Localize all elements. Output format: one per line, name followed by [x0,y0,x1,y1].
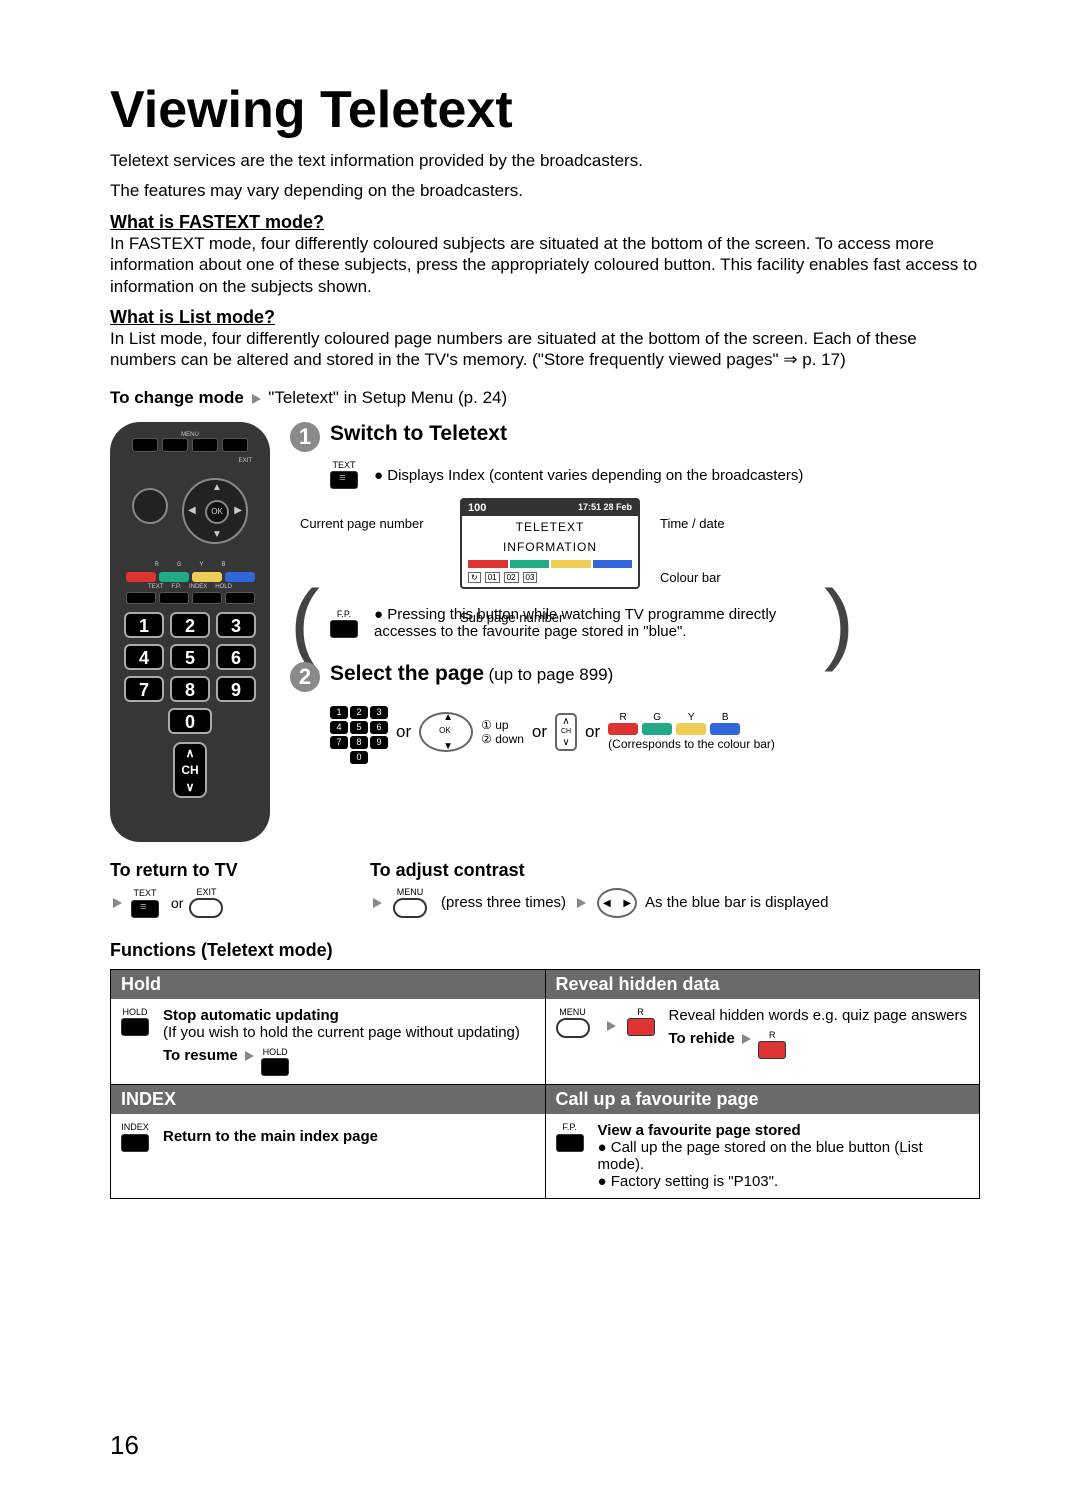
step-1: 1 Switch to Teletext [290,422,980,452]
reveal-line: Reveal hidden words e.g. quiz page answe… [669,1007,968,1024]
remote-top-button [192,438,218,452]
red-button-icon [758,1041,786,1059]
nav-small-icon: ▲ ▼ OK [419,712,473,752]
hold-button-icon [121,1018,149,1036]
fp-note: ● Pressing this button while watching TV… [374,606,814,640]
mode-change-label: To change mode [110,388,244,407]
intro-line-1: Teletext services are the text informati… [110,150,980,172]
remote-top-button [222,438,248,452]
remote-top-button [132,438,158,452]
exit-button-icon [189,898,223,918]
remote-hold-button [225,592,255,604]
hold-header: Hold [111,970,545,999]
arrow-icon [252,394,261,404]
fp-button-label: F.P. [330,609,358,619]
step-2-title: Select the page [330,662,484,685]
contrast-note: As the blue bar is displayed [645,894,828,911]
step-1-title: Switch to Teletext [330,422,507,446]
functions-heading: Functions (Teletext mode) [110,940,980,961]
step-1-number: 1 [290,422,320,452]
tt-line-2: INFORMATION [462,536,638,556]
remote-index-button [192,592,222,604]
hold-line: (If you wish to hold the current page wi… [163,1024,520,1041]
nav-lr-icon: ◀ ▶ [597,888,637,918]
remote-numpad: 1 2 3 4 5 6 7 8 9 [118,612,262,702]
red-button-icon [627,1018,655,1036]
step-2-number: 2 [290,662,320,692]
tt-line-1: TELETEXT [462,516,638,536]
remote-top-button [162,438,188,452]
page-title: Viewing Teletext [110,80,980,140]
functions-table: Hold HOLD Stop automatic updating (If yo… [110,969,980,1199]
paren-open: ( [290,601,320,646]
step-1-bullet: ● Displays Index (content varies dependi… [374,467,803,484]
intro-line-2: The features may vary depending on the b… [110,180,980,202]
contrast-heading: To adjust contrast [370,860,980,881]
text-button-icon [330,471,358,489]
mode-change-text: "Teletext" in Setup Menu (p. 24) [268,388,507,407]
menu-button-icon [393,898,427,918]
hold-button-icon [261,1058,289,1076]
step-2: 2 Select the page (up to page 899) [290,662,980,692]
page-number: 16 [110,1430,139,1461]
hold-bold: Stop automatic updating [163,1007,339,1024]
press-three-times: (press three times) [441,894,566,911]
remote-text-button [126,592,156,604]
text-button-icon [131,900,159,918]
text-button-label: TEXT [330,460,358,470]
subpage-label: Sub page number [460,610,563,625]
menu-button-icon [556,1018,590,1038]
fav-line-1: Call up the page stored on the blue butt… [598,1139,923,1173]
remote-exit-label: EXIT [118,458,252,464]
index-button-icon [121,1134,149,1152]
index-header: INDEX [111,1085,545,1114]
fp-button-icon [330,620,358,638]
corresponds-label: (Corresponds to the colour bar) [608,737,775,751]
listmode-heading: What is List mode? [110,307,980,328]
colourbar-label: Colour bar [660,570,721,585]
mini-numpad: 123456789 [330,706,388,749]
timedate-value: 17:51 28 Feb [578,502,632,514]
ch-small-icon: ∧CH∨ [555,713,577,751]
fav-bold: View a favourite page stored [598,1122,801,1139]
current-page-value: 100 [468,502,486,514]
remote-fp-button [159,592,189,604]
remote-illustration: MENU EXIT ▲ ▼ ◀ ▶ OK RGYB [110,422,270,842]
fav-header: Call up a favourite page [546,1085,980,1114]
index-bold: Return to the main index page [163,1128,378,1145]
paren-close: ) [824,601,854,646]
mode-change: To change mode "Teletext" in Setup Menu … [110,388,980,408]
remote-ch-rocker: ∧ CH ∨ [173,742,207,798]
fastext-body: In FASTEXT mode, four differently colour… [110,233,980,297]
return-tv-heading: To return to TV [110,860,310,881]
fav-line-2: Factory setting is "P103". [611,1173,778,1190]
step-2-suffix: (up to page 899) [489,665,614,684]
listmode-body: In List mode, four differently coloured … [110,328,980,371]
fp-button-icon [556,1134,584,1152]
remote-colour-row [118,572,262,582]
rgyb-buttons [608,723,775,735]
reveal-header: Reveal hidden data [546,970,980,999]
teletext-screen: 100 17:51 28 Feb TELETEXT INFORMATION ↻ … [460,498,640,589]
fastext-heading: What is FASTEXT mode? [110,212,980,233]
timedate-label: Time / date [660,516,725,531]
current-page-label: Current page number [300,516,424,531]
remote-left-circle [132,488,168,524]
